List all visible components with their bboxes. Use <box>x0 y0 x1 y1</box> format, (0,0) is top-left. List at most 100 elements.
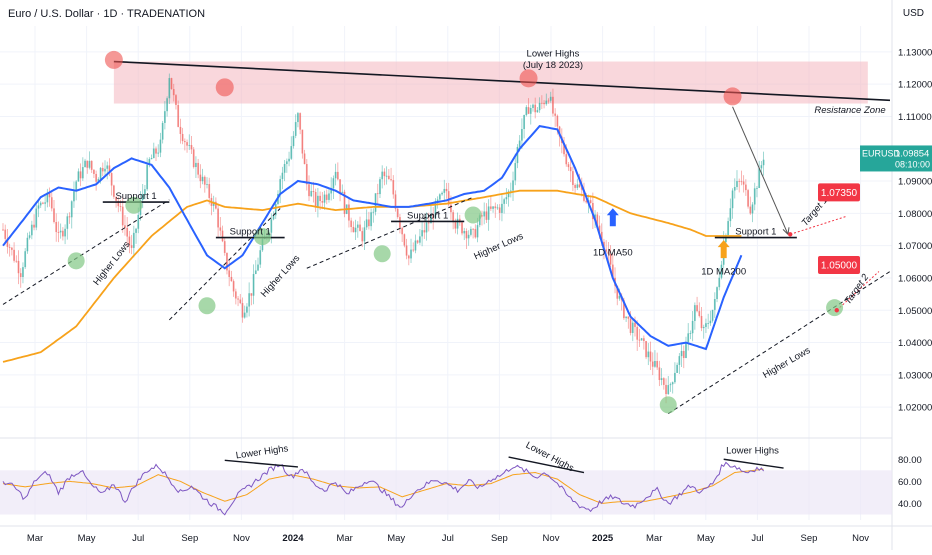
candle-body <box>379 179 381 195</box>
candle-body <box>84 160 86 168</box>
candle-body <box>738 181 741 182</box>
candle-body <box>580 187 583 190</box>
candle-body <box>540 102 543 104</box>
peak-marker <box>519 69 538 88</box>
target-1-badge <box>818 183 860 202</box>
candle-body <box>394 194 397 209</box>
candle-body <box>148 159 151 166</box>
candle-body <box>600 231 603 242</box>
candle-body <box>691 320 694 334</box>
candle-body <box>489 206 492 209</box>
chart-title: Euro / U.S. Dollar · 1D · TRADENATION <box>8 8 206 20</box>
candle-body <box>727 221 730 236</box>
candle-body <box>698 311 701 316</box>
candle-body <box>181 133 184 142</box>
candle-body <box>359 224 361 232</box>
candle-body <box>237 298 239 300</box>
candle-body <box>104 168 106 172</box>
candle-body <box>725 235 727 243</box>
candle-body <box>711 309 714 321</box>
candle-body <box>203 176 206 185</box>
time-tick-label: Jul <box>751 533 763 544</box>
candle-body <box>248 293 251 307</box>
candle-body <box>376 193 379 195</box>
candle-body <box>8 246 11 248</box>
candle-body <box>132 232 135 248</box>
rsi-line <box>2 461 765 516</box>
candle-body <box>547 100 550 102</box>
last-price-badge <box>860 145 932 172</box>
candle-body <box>110 173 113 186</box>
candle-body <box>611 264 614 278</box>
candle-body <box>112 185 115 197</box>
candle-body <box>647 351 650 358</box>
rsi-lower-highs-label: Lower Highs <box>524 440 576 475</box>
candle-body <box>651 361 654 367</box>
candle-body <box>494 206 497 209</box>
candle-body <box>124 225 126 228</box>
price-tick-label: 1.03000 <box>898 370 932 381</box>
candle-body <box>177 104 180 127</box>
ma50-arrow <box>606 208 619 227</box>
candle-body <box>702 326 705 329</box>
candle-body <box>474 229 477 238</box>
candle-body <box>97 179 100 182</box>
resistance-line <box>113 60 891 102</box>
candle-body <box>90 160 93 170</box>
price-tick-label: 1.04000 <box>898 338 932 349</box>
candle-body <box>64 228 66 237</box>
candle-body <box>629 318 632 333</box>
candle-body <box>308 184 310 197</box>
candle-body <box>39 202 42 206</box>
candle-body <box>290 146 293 159</box>
candle-body <box>487 206 490 220</box>
candle-body <box>316 195 319 208</box>
candle-body <box>285 161 288 165</box>
candle-body <box>627 316 630 319</box>
candle-body <box>567 164 570 168</box>
candle-body <box>24 251 27 268</box>
candle-body <box>514 163 517 181</box>
countdown-label: 08:10:00 <box>895 159 930 169</box>
rsi-lower-highs-line <box>224 459 298 468</box>
candle-body <box>705 323 707 327</box>
candle-body <box>75 181 78 192</box>
candle-body <box>749 206 752 214</box>
candle-body <box>645 341 647 358</box>
candle-body <box>596 214 599 226</box>
candle-body <box>365 219 368 228</box>
candle-body <box>179 126 182 134</box>
candle-body <box>66 216 69 229</box>
candle-body <box>385 175 388 177</box>
candle-body <box>574 184 577 188</box>
candle-body <box>221 230 224 242</box>
candle-body <box>576 184 579 188</box>
candle-body <box>569 167 572 172</box>
candle-body <box>507 191 510 198</box>
candle-body <box>141 193 144 201</box>
candle-body <box>137 214 140 229</box>
candle-body <box>297 113 299 123</box>
higher-lows-2-trendline <box>168 208 281 321</box>
candle-body <box>736 181 738 188</box>
candle-body <box>760 165 763 169</box>
candle-body <box>496 207 499 209</box>
time-tick-label: 2025 <box>592 533 614 544</box>
candle-body <box>733 187 736 191</box>
candle-body <box>716 287 718 300</box>
candle-body <box>241 303 244 318</box>
candle-body <box>330 188 333 194</box>
candle-body <box>518 140 521 147</box>
time-tick-label: Jul <box>132 533 144 544</box>
candle-body <box>642 338 645 342</box>
candle-body <box>13 249 15 261</box>
candle-body <box>157 152 160 154</box>
candle-body <box>254 270 257 274</box>
candle-body <box>589 200 592 203</box>
candle-body <box>552 96 554 114</box>
peak-marker <box>104 50 123 69</box>
candle-body <box>356 224 359 228</box>
candle-body <box>740 181 743 183</box>
candle-body <box>246 306 248 313</box>
